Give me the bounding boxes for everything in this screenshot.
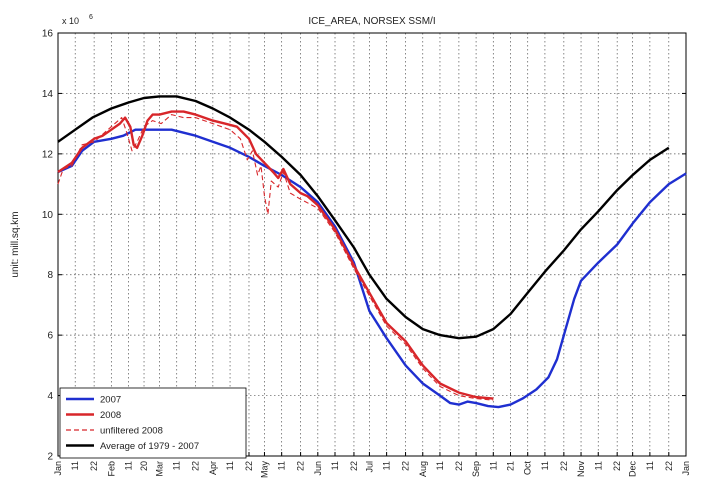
legend: 2007 2008 unfiltered 2008 Average of 1979 -… (59, 387, 247, 459)
series-line-average-of-1979-2007 (57, 95, 670, 340)
x-tick-label: 22 (401, 461, 411, 471)
x-tick-label: 22 (612, 461, 622, 471)
y-exponent-power: 6 (89, 14, 93, 21)
x-tick-label: 21 (506, 461, 516, 471)
series-lines (57, 95, 687, 409)
x-tick-label: Aug (418, 461, 428, 477)
x-tick-label: 11 (540, 461, 550, 470)
y-axis-label: unit: mill.sq.km (10, 211, 21, 277)
x-tick-label: Sep (471, 461, 481, 477)
series-line-2007 (57, 128, 687, 409)
x-tick-label: 22 (296, 461, 306, 471)
x-tick-label: Apr (208, 461, 218, 475)
legend-label: unfiltered 2008 (100, 426, 163, 437)
x-tick-label: 11 (330, 461, 340, 470)
x-tick-label: 20 (139, 461, 149, 471)
x-tick-label: Jun (313, 461, 323, 476)
y-tick-label: 16 (42, 29, 54, 40)
x-tick-label: Dec (628, 461, 638, 478)
gridlines (58, 33, 686, 456)
y-exponent-base: x 10 (62, 16, 79, 26)
x-tick-label: 11 (435, 461, 445, 470)
y-axis-ticks: 2 4 6 8 10 12 14 16 (42, 29, 686, 463)
legend-label: 2007 (100, 395, 121, 406)
legend-label: Average of 1979 - 2007 (100, 441, 199, 452)
x-tick-label: Jan (53, 461, 63, 476)
x-tick-label: Jul (364, 461, 374, 473)
x-tick-label: 11 (124, 461, 134, 470)
y-tick-label: 6 (47, 331, 53, 342)
series-line-unfiltered-2008 (57, 114, 494, 401)
x-tick-label: Jan (681, 461, 691, 476)
y-tick-label: 14 (42, 89, 54, 100)
x-tick-label: 22 (191, 461, 201, 471)
x-tick-label: 22 (559, 461, 569, 471)
x-tick-label: 11 (277, 461, 287, 470)
x-tick-label: Mar (155, 461, 165, 477)
x-tick-label: 11 (593, 461, 603, 470)
x-tick-label: 22 (244, 461, 254, 471)
y-tick-label: 2 (47, 452, 53, 463)
x-tick-label: 11 (70, 461, 80, 470)
x-tick-label: May (259, 461, 269, 479)
x-tick-label: 22 (89, 461, 99, 471)
x-tick-label: Feb (106, 461, 116, 477)
x-tick-label: 11 (645, 461, 655, 470)
y-tick-label: 10 (42, 210, 54, 221)
y-tick-label: 4 (47, 391, 53, 402)
x-tick-label: 11 (172, 461, 182, 470)
x-tick-label: 11 (382, 461, 392, 470)
y-tick-label: 12 (42, 149, 54, 160)
x-tick-label: Nov (576, 461, 586, 478)
x-tick-label: Oct (523, 461, 533, 476)
x-tick-label: 22 (349, 461, 359, 471)
legend-label: 2008 (100, 410, 121, 421)
x-tick-label: 22 (454, 461, 464, 471)
x-axis-ticks: Jan 11 22 Feb 11 20 Mar 11 22 Apr 11 22 May 11 22 Jun 11… (53, 452, 691, 478)
x-tick-label: 11 (225, 461, 235, 470)
series-line-2008 (57, 110, 494, 400)
y-exponent-label: x 10 6 (62, 14, 93, 26)
x-tick-label: 11 (488, 461, 498, 470)
plot-frame (57, 32, 687, 457)
y-tick-label: 8 (47, 270, 53, 281)
x-tick-label: 22 (664, 461, 674, 471)
chart-title: ICE_AREA, NORSEX SSM/I (308, 16, 435, 27)
